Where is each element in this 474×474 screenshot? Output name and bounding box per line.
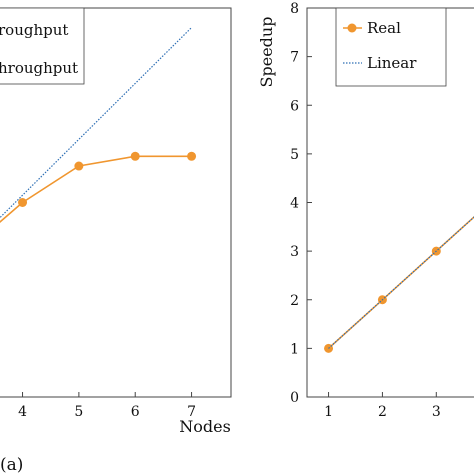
- left-series-roughput-point-4: [130, 151, 140, 161]
- left-series-roughput-line: [0, 155, 192, 223]
- left-chart: 4 5 6 7 Nodes roughput hroughput: [0, 7, 232, 436]
- right-x-tick-label-2: 2: [378, 404, 387, 420]
- left-x-tick-label-2: 5: [74, 404, 83, 420]
- right-x-tick-label-1: 1: [324, 404, 333, 420]
- left-legend-box: [0, 7, 85, 85]
- left-series-hroughput-line: [0, 27, 193, 219]
- right-series-linear-line: [328, 216, 474, 349]
- right-y-tick-label-8: 7: [290, 50, 299, 66]
- left-chart-x-axis-label: Nodes: [179, 417, 231, 436]
- right-y-tick-label-9: 8: [290, 1, 299, 17]
- right-chart-y-tick-labels: 0 1 2 3 4 5 6 7 8: [290, 1, 299, 406]
- right-y-tick-label-6: 5: [290, 147, 299, 163]
- left-x-tick-label-1: 4: [18, 404, 27, 420]
- right-y-tick-label-5: 4: [290, 196, 299, 212]
- left-chart-legend: roughput hroughput: [0, 7, 85, 85]
- left-x-tick-label-4: 7: [187, 404, 196, 420]
- right-chart-series: [324, 216, 474, 353]
- right-y-tick-label-7: 6: [290, 98, 299, 114]
- right-legend-box: [335, 7, 447, 87]
- right-chart: 0 1 2 3 4 5 6 7 8 1 2 3 Speedup Real Linear: [257, 1, 474, 420]
- left-series-roughput-point-2: [18, 198, 28, 207]
- left-chart-ticks: [22, 392, 193, 397]
- panel-label: (a): [0, 455, 23, 474]
- right-y-tick-label-2: 1: [290, 341, 299, 357]
- left-chart-frame: [0, 7, 232, 398]
- right-chart-x-tick-labels: 1 2 3: [324, 404, 441, 420]
- left-series-roughput-point-5: [187, 151, 197, 161]
- right-legend-real-swatch-marker: [347, 23, 357, 33]
- left-chart-x-tick-labels: 4 5 6 7: [18, 404, 196, 420]
- right-y-tick-label-4: 3: [290, 244, 299, 260]
- left-series-roughput-point-3: [74, 161, 84, 171]
- right-y-tick-label-3: 2: [290, 293, 299, 309]
- right-chart-legend: Real Linear: [335, 7, 447, 87]
- right-chart-y-axis-label: Speedup: [257, 17, 276, 88]
- left-legend-entry-2: hroughput: [0, 59, 78, 77]
- right-legend-entry-1: Real: [367, 19, 401, 37]
- right-x-tick-label-3: 3: [432, 404, 441, 420]
- right-series-real-line: [327, 216, 474, 349]
- left-x-tick-label-3: 6: [131, 404, 140, 420]
- right-legend-entry-2: Linear: [367, 54, 417, 72]
- right-y-tick-label-1: 0: [290, 390, 299, 406]
- left-legend-entry-1: roughput: [0, 21, 68, 39]
- left-chart-series: [0, 27, 197, 223]
